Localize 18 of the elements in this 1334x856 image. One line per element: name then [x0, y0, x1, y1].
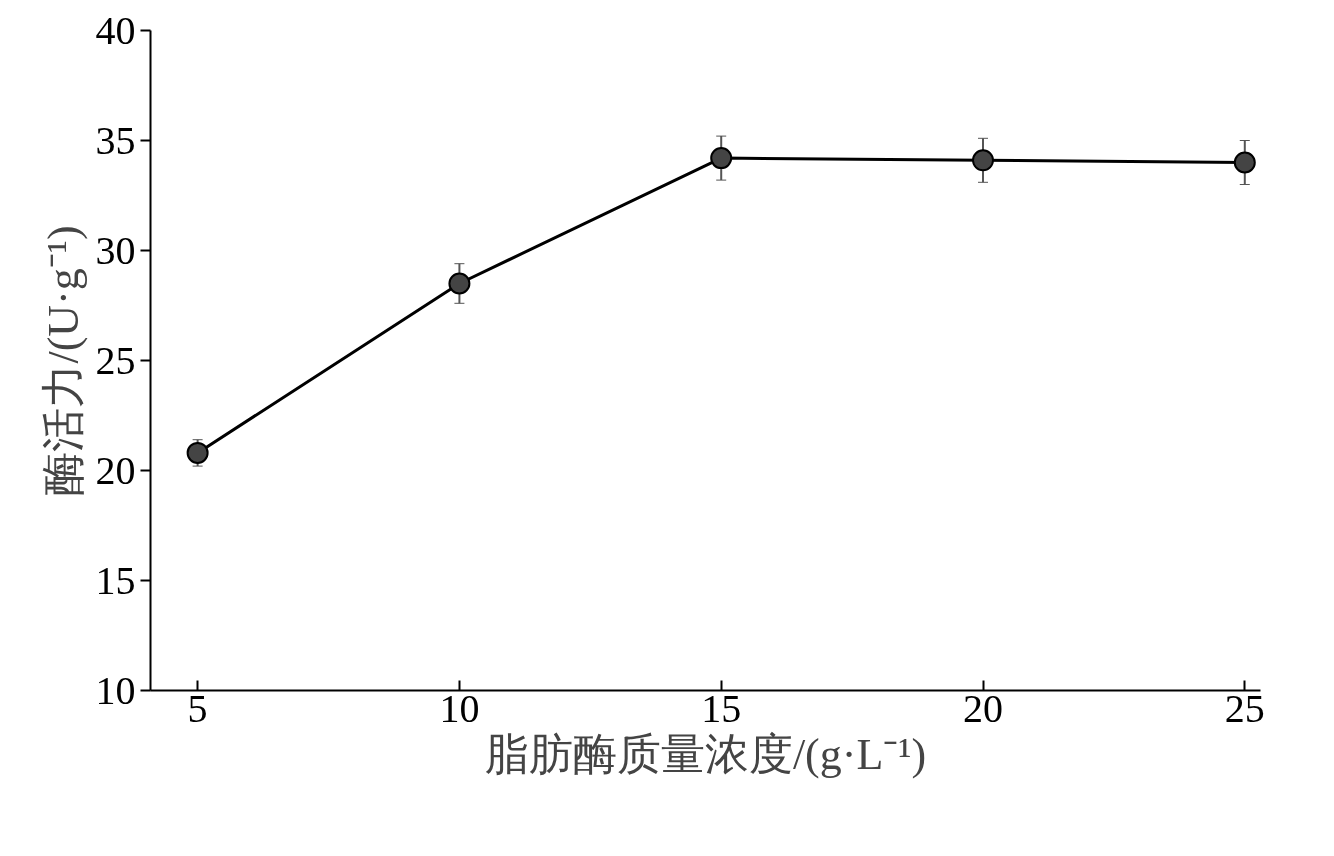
x-tick-label: 5	[187, 685, 208, 731]
x-tick-label: 15	[701, 685, 742, 731]
point	[1233, 151, 1256, 174]
point	[448, 272, 471, 295]
x-tick-label: 20	[963, 685, 1003, 731]
y-tick-label: 20	[95, 447, 136, 493]
point	[186, 441, 209, 464]
y-tick-label: 35	[95, 117, 136, 163]
x-tick-label: 10	[439, 685, 480, 731]
y-tick-label: 40	[95, 7, 136, 53]
y-tick-label: 15	[95, 557, 136, 603]
y-axis-title: 酶活力/(U·g⁻¹)	[38, 225, 88, 496]
y-tick-label: 25	[95, 337, 136, 383]
point	[972, 149, 994, 172]
x-axis-title: 脂肪酶质量浓度/(g·L⁻¹)	[484, 729, 927, 779]
x-tick-label: 25	[1224, 685, 1265, 731]
y-tick-label: 30	[95, 227, 136, 273]
point	[710, 147, 733, 170]
